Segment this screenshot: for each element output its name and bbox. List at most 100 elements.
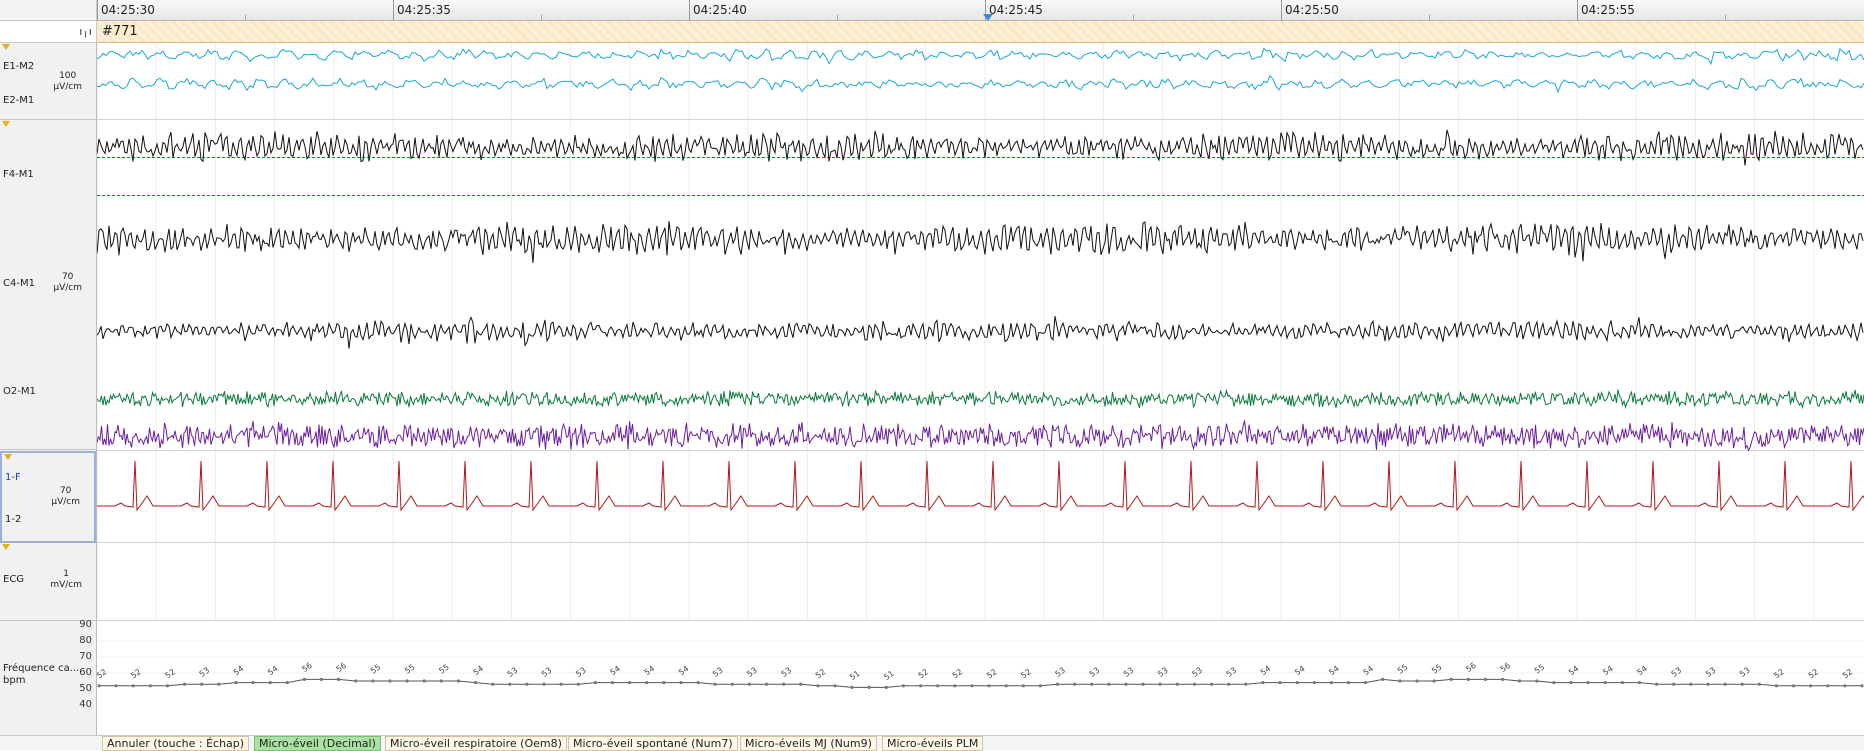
channel-label-panel: E1-M2 E2-M1 100 µV/cm F4-M1 C4-M1 O2-M1 …: [0, 43, 97, 735]
hr-point: [1552, 681, 1556, 685]
hr-point: [833, 684, 837, 688]
annotation-button-bar: Annuler (touche : Échap) Micro-éveil (De…: [0, 735, 1864, 751]
hr-value-label: 55: [437, 662, 451, 675]
filter-icon[interactable]: [2, 121, 10, 127]
channel-scale[interactable]: 70 µV/cm: [53, 272, 82, 294]
hr-point: [901, 684, 906, 688]
event-annotation-bar[interactable]: #771: [97, 21, 1864, 43]
hr-value-labels: 52 52 52 53 54 54 56 56 55 55 55 54 53 53 53 54 54 54 53 53…: [97, 661, 1864, 690]
hr-point: [1090, 682, 1094, 686]
hr-point: [782, 682, 786, 686]
hr-axis-tick: 70: [79, 651, 92, 662]
hr-point: [919, 684, 923, 688]
channel-name-o2[interactable]: O2-M1: [3, 386, 36, 397]
waveform-e1-m2: [97, 47, 1864, 66]
channel-scale[interactable]: 1 mV/cm: [50, 569, 82, 591]
hr-point: [131, 684, 135, 688]
hr-point: [1073, 682, 1077, 686]
hr-point: [936, 684, 940, 688]
hr-point: [867, 685, 871, 690]
channel-group-eeg[interactable]: F4-M1 C4-M1 O2-M1 70 µV/cm: [0, 120, 96, 450]
hr-point: [1381, 677, 1385, 682]
hr-point: [268, 681, 272, 685]
hr-value-label: 52: [814, 667, 828, 680]
hr-value-label: 53: [1088, 666, 1102, 679]
hr-point: [1192, 682, 1197, 686]
hr-point: [679, 681, 683, 685]
hr-point: [1518, 679, 1522, 683]
hr-point: [1637, 681, 1642, 685]
signal-graph[interactable]: 52 52 52 53 54 54 56 56 55 55 55 54 53 53 53 54 54 54 53 53…: [97, 43, 1864, 735]
waveform-icon[interactable]: ı╷ı: [79, 25, 92, 38]
hr-value-label: 56: [335, 661, 349, 674]
channel-scale[interactable]: 100 µV/cm: [53, 71, 82, 93]
waveform-o2-m1: [97, 316, 1864, 349]
hr-point: [234, 681, 238, 685]
time-cursor-marker[interactable]: [983, 14, 993, 21]
hr-point: [1055, 682, 1060, 686]
hr-point: [730, 682, 734, 686]
channel-group-emg[interactable]: 1-F 1-2 70 µV/cm: [0, 451, 96, 543]
channel-name-f4[interactable]: F4-M1: [3, 169, 34, 180]
hr-value-label: 54: [1293, 664, 1307, 677]
hr-point: [559, 682, 563, 686]
hr-value-label: 54: [1259, 664, 1273, 677]
hr-point: [799, 682, 803, 686]
hr-value-label: 55: [1430, 662, 1444, 675]
channel-name-e1[interactable]: E1-M2: [3, 61, 35, 72]
hr-value-label: 53: [1122, 666, 1136, 679]
arousal-button[interactable]: Micro-éveil (Decimal): [254, 736, 381, 751]
hr-point: [1809, 684, 1813, 688]
hr-value-label: 54: [232, 664, 246, 677]
cancel-button[interactable]: Annuler (touche : Échap): [102, 736, 250, 751]
filter-icon[interactable]: [2, 544, 10, 550]
hr-value-label: 52: [917, 667, 931, 680]
respiratory-arousal-button[interactable]: Micro-éveil respiratoire (Oem8): [385, 736, 567, 751]
spontaneous-arousal-button[interactable]: Micro-éveil spontané (Num7): [568, 736, 738, 751]
hr-point: [696, 681, 700, 685]
channel-name-e2[interactable]: E2-M1: [3, 95, 35, 106]
hr-point: [850, 685, 854, 690]
filter-icon[interactable]: [2, 44, 10, 50]
hr-point: [713, 682, 717, 686]
scale-value: 70: [61, 272, 74, 282]
hr-point: [422, 679, 426, 683]
plm-arousal-button[interactable]: Micro-éveils PLM: [882, 736, 984, 751]
channel-group-heart-rate[interactable]: Fréquence ca... bpm 90 80 70 60 50 40: [0, 619, 96, 735]
hr-value-label: 52: [1019, 667, 1033, 680]
hr-point: [1021, 684, 1025, 688]
hr-point: [1774, 684, 1778, 688]
scale-unit: µV/cm: [53, 82, 82, 92]
hr-axis-tick: 90: [79, 619, 92, 630]
channel-name-ecg[interactable]: ECG: [3, 574, 25, 585]
hr-value-label: 54: [1362, 664, 1376, 677]
hr-value-label: 51: [882, 669, 896, 682]
channel-name-12[interactable]: 1-2: [5, 514, 22, 525]
hr-point: [1672, 682, 1676, 686]
hr-value-label: 53: [1053, 666, 1067, 679]
hr-point: [1295, 681, 1299, 685]
channel-name-c4[interactable]: C4-M1: [3, 278, 35, 289]
hr-point: [1432, 679, 1436, 683]
channel-group-eog[interactable]: E1-M2 E2-M1 100 µV/cm: [0, 43, 96, 120]
channel-name-1f[interactable]: 1-F: [5, 472, 21, 483]
hr-point: [764, 682, 769, 686]
hr-value-label: 52: [1807, 667, 1821, 680]
hr-point: [1466, 677, 1470, 682]
channel-scale[interactable]: 70 µV/cm: [51, 486, 80, 508]
hr-value-label: 54: [1327, 664, 1341, 677]
channel-name-heart-rate[interactable]: Fréquence ca...: [3, 663, 80, 674]
limb-movement-arousal-button[interactable]: Micro-éveils MJ (Num9): [740, 736, 877, 751]
hr-point: [148, 684, 152, 688]
hr-point: [576, 682, 580, 686]
time-ruler[interactable]: 04:25:30 04:25:35 04:25:40 04:25:45 04:2…: [97, 0, 1864, 21]
hr-point: [1210, 682, 1214, 686]
hr-point: [1860, 684, 1864, 688]
hr-point: [1791, 684, 1796, 688]
hr-point: [593, 681, 597, 685]
filter-icon[interactable]: [4, 454, 12, 460]
waveform-e2-m1: [97, 74, 1864, 94]
hr-point: [508, 682, 512, 686]
channel-group-ecg[interactable]: ECG 1 mV/cm: [0, 543, 96, 621]
scale-value: 70: [59, 486, 72, 496]
